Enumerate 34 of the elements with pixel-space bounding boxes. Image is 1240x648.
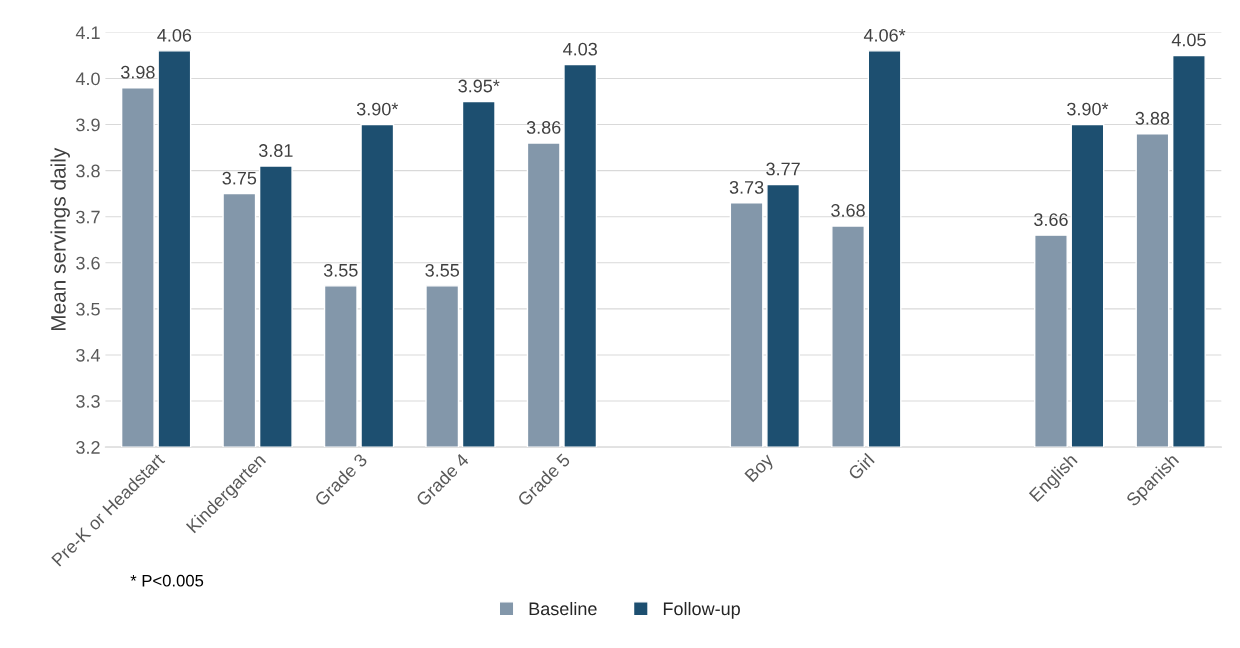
- data-label: 3.86: [526, 121, 561, 134]
- y-tick-label: 3.9: [76, 118, 100, 132]
- data-label: 4.05: [1171, 33, 1206, 47]
- legend-label: Follow-up: [663, 601, 740, 619]
- y-tick-label: 3.6: [76, 256, 100, 270]
- y-tick-label: 3.5: [76, 302, 100, 316]
- text: * P<0.005: [130, 574, 204, 587]
- y-tick-label: 3.3: [76, 394, 100, 408]
- y-tick-label: 3.2: [76, 441, 100, 454]
- data-label: 3.75: [222, 171, 257, 185]
- data-label: 3.90*: [1067, 102, 1109, 116]
- x-tick-label: Girl: [847, 452, 875, 481]
- x-tick-label: Boy: [744, 452, 777, 485]
- data-label: 3.55: [323, 263, 358, 277]
- data-label: 3.90*: [356, 102, 399, 116]
- data-label: 3.81: [258, 144, 293, 157]
- data-label: 3.98: [120, 65, 155, 79]
- data-label: 3.77: [766, 162, 800, 176]
- data-label: 4.06: [157, 28, 192, 42]
- legend-label: Baseline: [529, 601, 597, 616]
- y-tick-label: 4.1: [75, 26, 100, 39]
- data-label: 4.03: [563, 42, 597, 56]
- data-label: 3.68: [831, 204, 865, 217]
- data-label: 3.95*: [458, 79, 500, 93]
- data-label: 4.06*: [863, 28, 906, 42]
- data-label: 3.88: [1135, 111, 1170, 125]
- data-label: 3.55: [425, 263, 460, 277]
- y-tick-label: 3.8: [76, 164, 100, 178]
- data-label: 3.66: [1034, 213, 1068, 227]
- y-tick-label: 3.4: [76, 348, 101, 362]
- y-tick-label: 4.0: [75, 72, 100, 86]
- y-tick-label: 3.7: [76, 210, 100, 224]
- y-axis-title: Mean servings daily: [50, 147, 70, 331]
- data-label: 3.73: [729, 180, 764, 194]
